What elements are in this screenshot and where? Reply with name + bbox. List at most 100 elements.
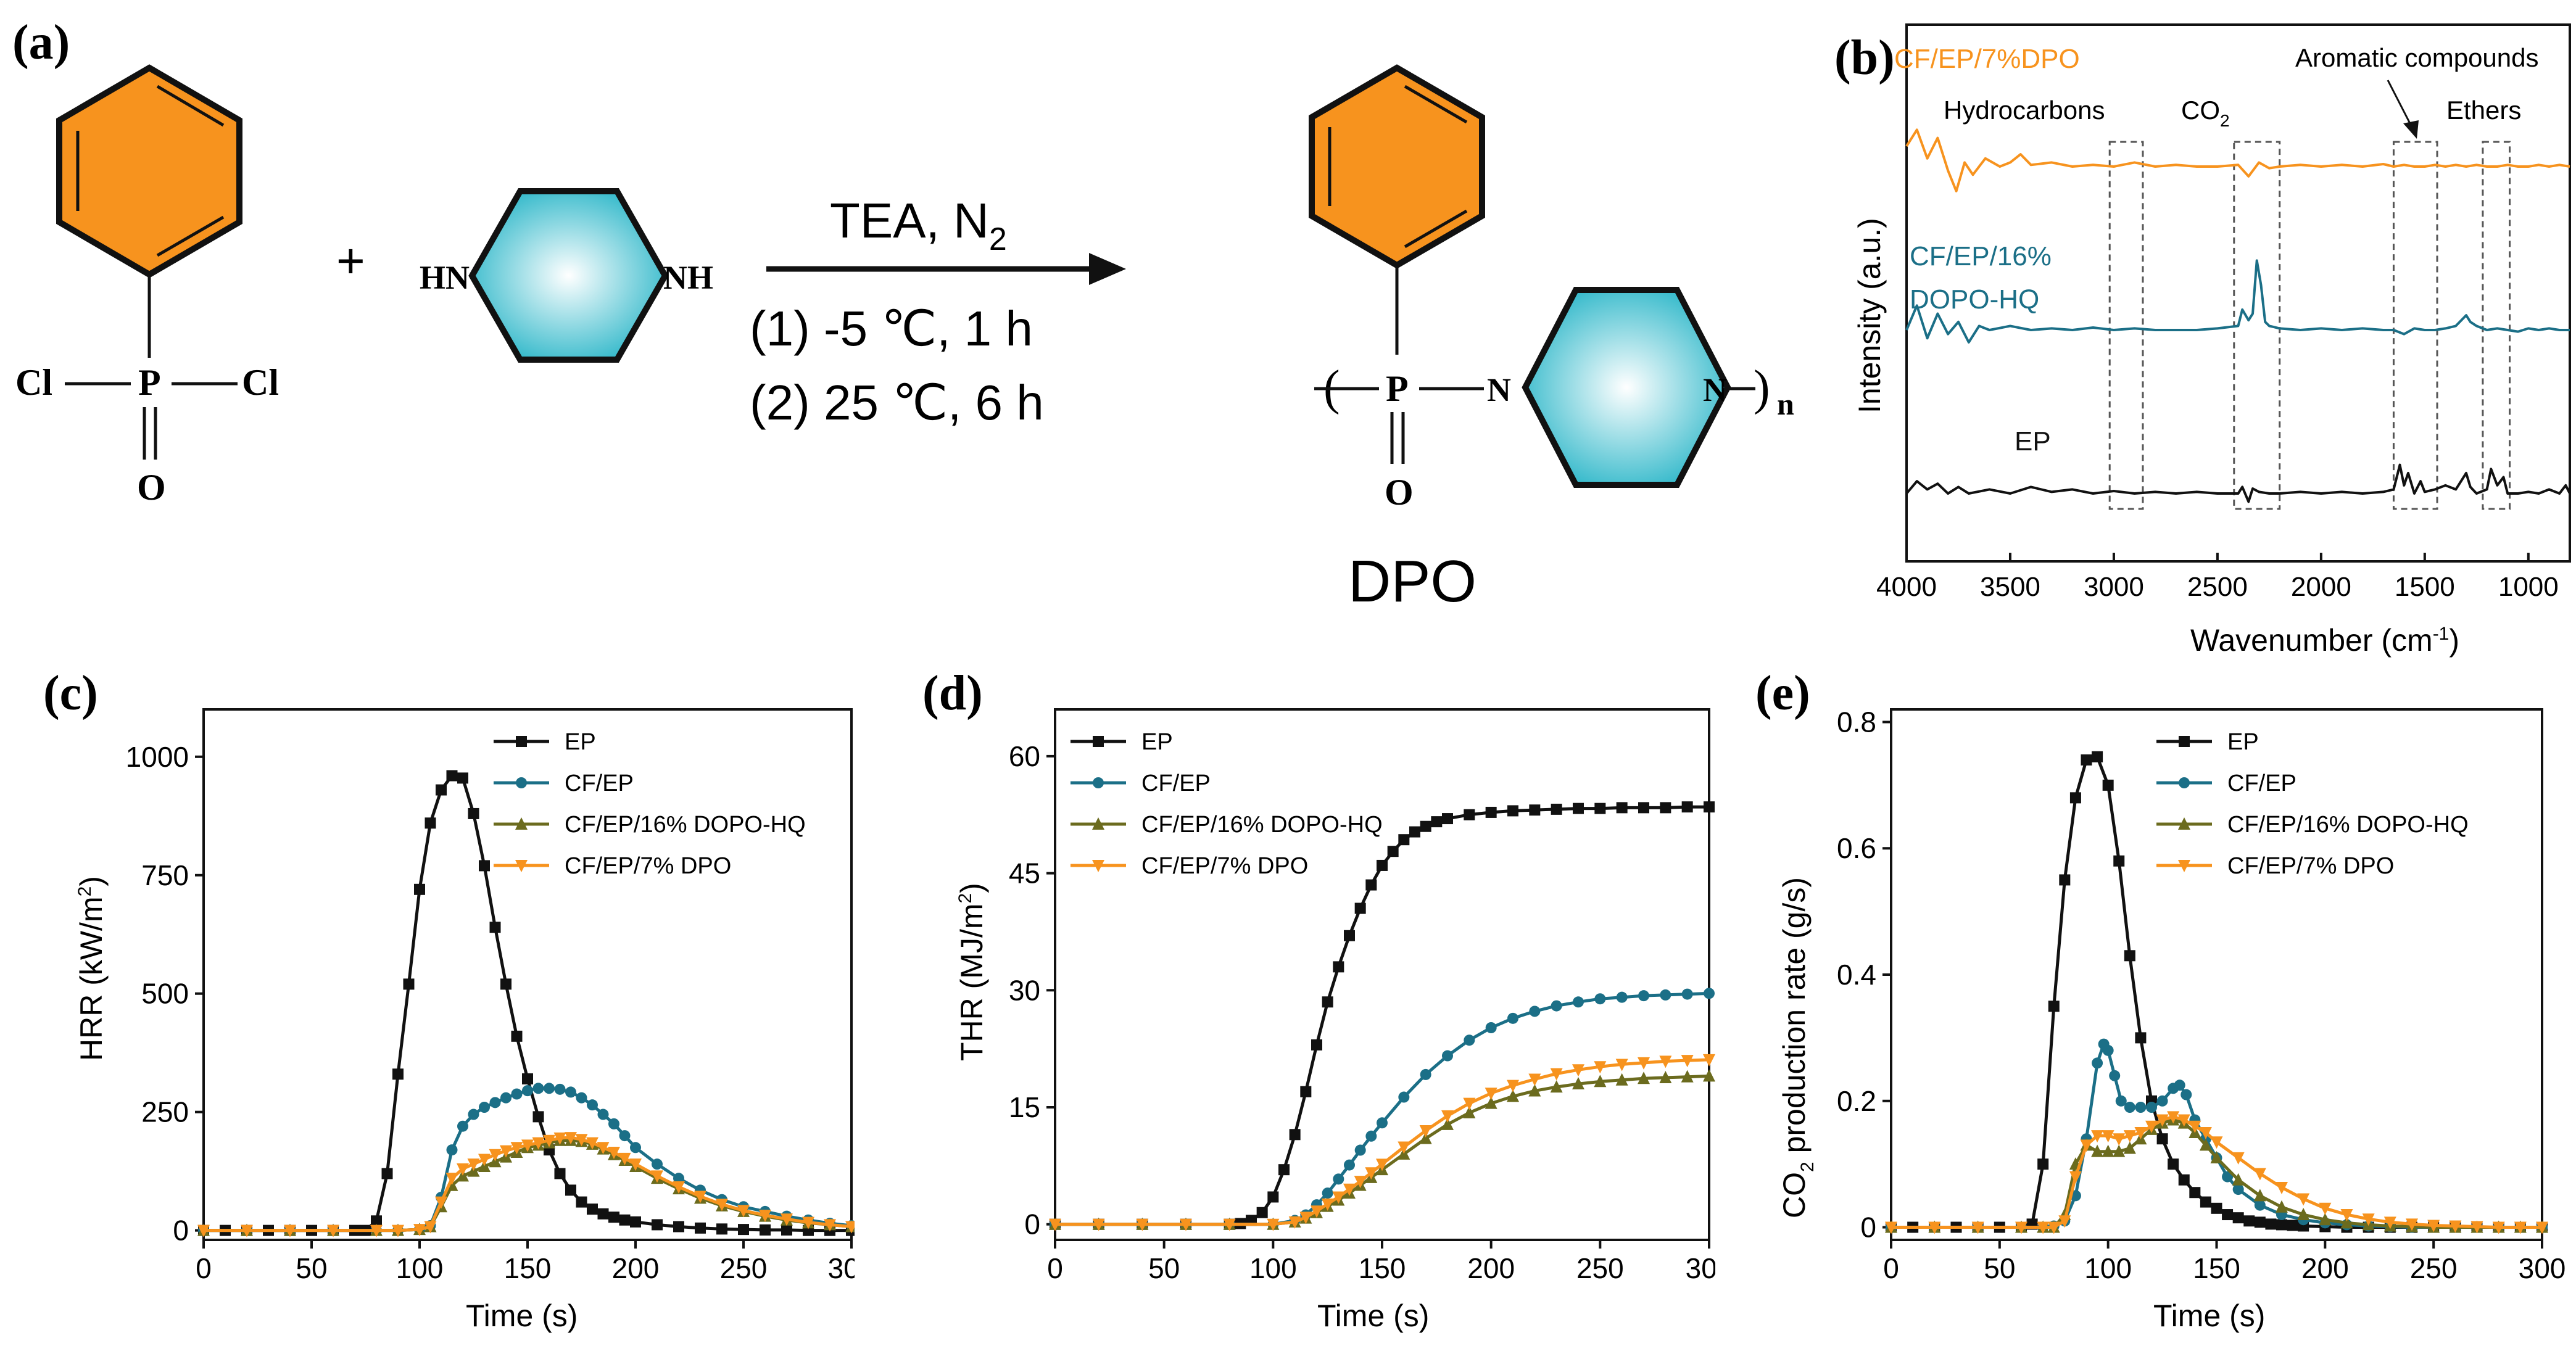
legend-label: EP: [1141, 729, 1173, 755]
y-tick-label: 750: [141, 859, 189, 891]
data-point: [1572, 1064, 1584, 1077]
series-label: CF/EP/16%: [1910, 241, 2052, 271]
data-point: [511, 1088, 523, 1100]
data-point: [2232, 1173, 2245, 1186]
product-oxygen: O: [1385, 472, 1414, 513]
x-tick-label: 3500: [1980, 572, 2040, 602]
annotation-ethers: Ethers: [2446, 96, 2521, 125]
data-point: [1332, 1191, 1345, 1204]
axes-frame: [202, 708, 853, 1241]
data-point: [1550, 1080, 1563, 1093]
dashed-region-box: [2108, 141, 2144, 510]
data-point: [1615, 1059, 1628, 1071]
legend-label: CF/EP/16% DOPO-HQ: [1141, 812, 1383, 838]
plus-sign: +: [336, 233, 365, 288]
data-point: [2276, 1182, 2288, 1195]
legend-swatch-marker: [2178, 817, 2190, 830]
xlabel-c: Time (s): [466, 1299, 578, 1333]
data-point: [652, 1219, 663, 1231]
conditions-line-1: TEA, N2: [830, 193, 1007, 257]
data-point: [1398, 1091, 1410, 1103]
data-point: [2276, 1219, 2287, 1231]
data-point: [1288, 1216, 1301, 1229]
ylabel-d-main: THR (MJ/m: [955, 904, 989, 1062]
dashed-region-box: [2392, 141, 2438, 510]
data-point: [1485, 1096, 1497, 1109]
y-tick-label: 250: [141, 1096, 189, 1128]
data-point: [414, 883, 425, 895]
x-tick-label: 1500: [2395, 572, 2455, 602]
data-point: [2092, 1057, 2103, 1069]
data-point: [2514, 1221, 2527, 1234]
legend-swatch-marker: [1093, 736, 1104, 747]
data-point: [2210, 1136, 2223, 1149]
data-point: [760, 1224, 771, 1236]
data-point: [1507, 1080, 1519, 1092]
data-point: [2113, 855, 2125, 867]
data-point: [608, 1146, 620, 1159]
data-point: [575, 1134, 588, 1147]
data-point: [619, 1130, 631, 1142]
legend-swatch-marker: [1092, 860, 1104, 872]
data-point: [1322, 996, 1333, 1008]
product-piperazine-ring: [1522, 287, 1731, 488]
data-point: [2340, 1216, 2353, 1229]
data-point: [1376, 1158, 1388, 1171]
data-point: [489, 1149, 502, 1162]
data-point: [629, 1158, 642, 1171]
product-paren-right: ): [1754, 361, 1770, 415]
data-point: [2123, 1141, 2136, 1154]
panel-label-e: (e): [1755, 666, 1810, 720]
data-point: [1660, 989, 1671, 1001]
series-line-cf-ep-16-dopo-hq: [204, 1139, 852, 1232]
xlabel-e: Time (s): [2153, 1299, 2265, 1333]
legend-label: EP: [2227, 729, 2259, 755]
conditions-n2-subscript: 2: [989, 221, 1007, 257]
data-point: [1507, 1012, 1518, 1024]
xlabel-b-sup: -1: [2433, 624, 2450, 644]
data-point: [2113, 1133, 2126, 1146]
data-point: [2102, 779, 2114, 791]
data-point: [2168, 1158, 2179, 1170]
data-point: [1322, 1187, 1333, 1199]
x-tick-label: 0: [1047, 1252, 1063, 1284]
ylabel-e-end: production rate (g/s): [1777, 877, 1812, 1162]
data-point: [2135, 1102, 2147, 1113]
data-point: [1365, 879, 1377, 891]
data-point: [197, 1224, 210, 1237]
data-point: [489, 1097, 501, 1109]
data-point: [1485, 1022, 1497, 1033]
data-point: [479, 860, 490, 872]
data-point: [1594, 1061, 1607, 1074]
legend-swatch-marker: [2178, 860, 2190, 872]
annotation-co2-main: CO: [2181, 96, 2220, 125]
data-point: [1463, 1105, 1476, 1118]
data-point: [608, 1212, 619, 1223]
annotation-co2-sub: 2: [2220, 111, 2230, 130]
data-point: [1377, 1117, 1388, 1129]
chart-ftir-spectra: (b) Intensity (a.u.) 4000 3500 3000 2500 200…: [1834, 23, 2571, 658]
data-point: [652, 1158, 663, 1170]
data-point: [2470, 1221, 2483, 1234]
ylabel-c-main: HRR (kW/m: [74, 896, 109, 1061]
x-tick-label: 200: [1467, 1252, 1515, 1284]
data-point: [2059, 874, 2071, 886]
legend-swatch-marker: [515, 860, 528, 872]
data-point: [371, 1215, 382, 1227]
data-point: [2145, 1120, 2158, 1133]
legend-label: CF/EP: [2227, 770, 2296, 796]
data-point: [544, 1083, 555, 1094]
data-point: [500, 1092, 511, 1104]
data-point: [392, 1068, 404, 1080]
data-point: [489, 922, 501, 933]
data-point: [2124, 950, 2135, 962]
data-point: [1420, 1068, 1431, 1080]
data-point: [2243, 1215, 2255, 1227]
data-point: [413, 1224, 426, 1237]
data-point: [1377, 859, 1388, 871]
data-point: [565, 1184, 576, 1196]
x-tick-label: 0: [1883, 1252, 1899, 1284]
data-point: [2189, 1120, 2201, 1133]
x-tick-label: 100: [396, 1252, 444, 1284]
data-point: [500, 1145, 512, 1158]
